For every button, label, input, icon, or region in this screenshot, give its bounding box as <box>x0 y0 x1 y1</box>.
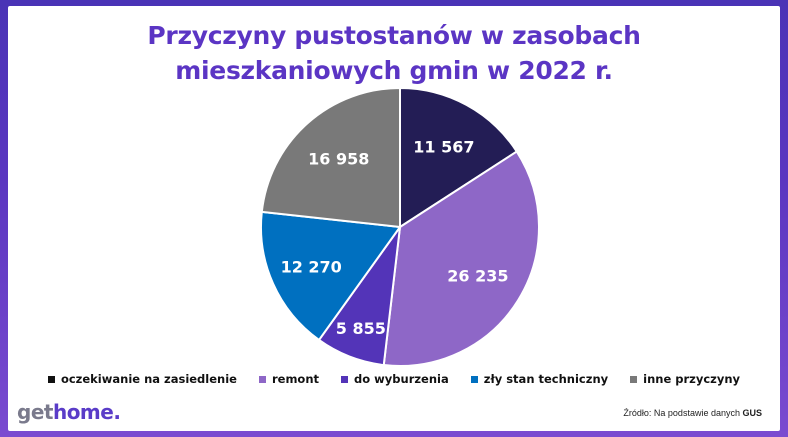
chart-card: Przyczyny pustostanów w zasobach mieszka… <box>8 6 780 431</box>
pie-value-label-4: 12 270 <box>281 258 342 277</box>
gethome-logo: gethome. <box>17 400 121 424</box>
pie-chart: 11 567 26 235 5 855 12 270 16 958 <box>260 86 540 367</box>
legend-item-3: do wyburzenia <box>341 372 449 386</box>
chart-title-line-2: mieszkaniowych gmin w 2022 r. <box>175 56 613 85</box>
pie-slice-5 <box>260 86 401 229</box>
legend-label: inne przyczyny <box>643 372 741 386</box>
legend-swatch <box>470 375 478 383</box>
pie-value-label-2: 26 235 <box>447 267 508 286</box>
chart-title: Przyczyny pustostanów w zasobach mieszka… <box>8 18 780 88</box>
legend-swatch <box>630 375 638 383</box>
legend-label: do wyburzenia <box>354 372 449 386</box>
source-prefix: Źródło: Na podstawie danych <box>623 408 743 418</box>
pie-slice-4 <box>260 210 402 342</box>
legend-item-2: remont <box>258 372 320 386</box>
pie-slice-2 <box>382 150 540 367</box>
pie-slice-1 <box>399 86 519 229</box>
legend-label: zły stan techniczny <box>483 372 609 386</box>
source-name: GUS <box>742 408 762 418</box>
legend-swatch <box>341 375 349 383</box>
legend-label: remont <box>271 372 320 386</box>
logo-dot: . <box>113 400 121 424</box>
chart-legend: oczekiwanie na zasiedlenie remont do wybur… <box>8 372 780 386</box>
chart-title-line-1: Przyczyny pustostanów w zasobach <box>147 21 641 50</box>
pie-value-label-5: 16 958 <box>308 150 369 169</box>
logo-get: get <box>17 400 53 424</box>
legend-swatch <box>47 375 55 383</box>
legend-item-1: oczekiwanie na zasiedlenie <box>47 372 237 386</box>
logo-home: home <box>52 400 114 424</box>
source-note: Źródło: Na podstawie danych GUS <box>623 408 762 418</box>
pie-value-label-3: 5 855 <box>336 319 386 338</box>
legend-item-4: zły stan techniczny <box>470 372 609 386</box>
legend-swatch <box>258 375 266 383</box>
legend-label: oczekiwanie na zasiedlenie <box>60 372 237 386</box>
legend-item-5: inne przyczyny <box>630 372 740 386</box>
pie-value-label-1: 11 567 <box>413 137 474 156</box>
